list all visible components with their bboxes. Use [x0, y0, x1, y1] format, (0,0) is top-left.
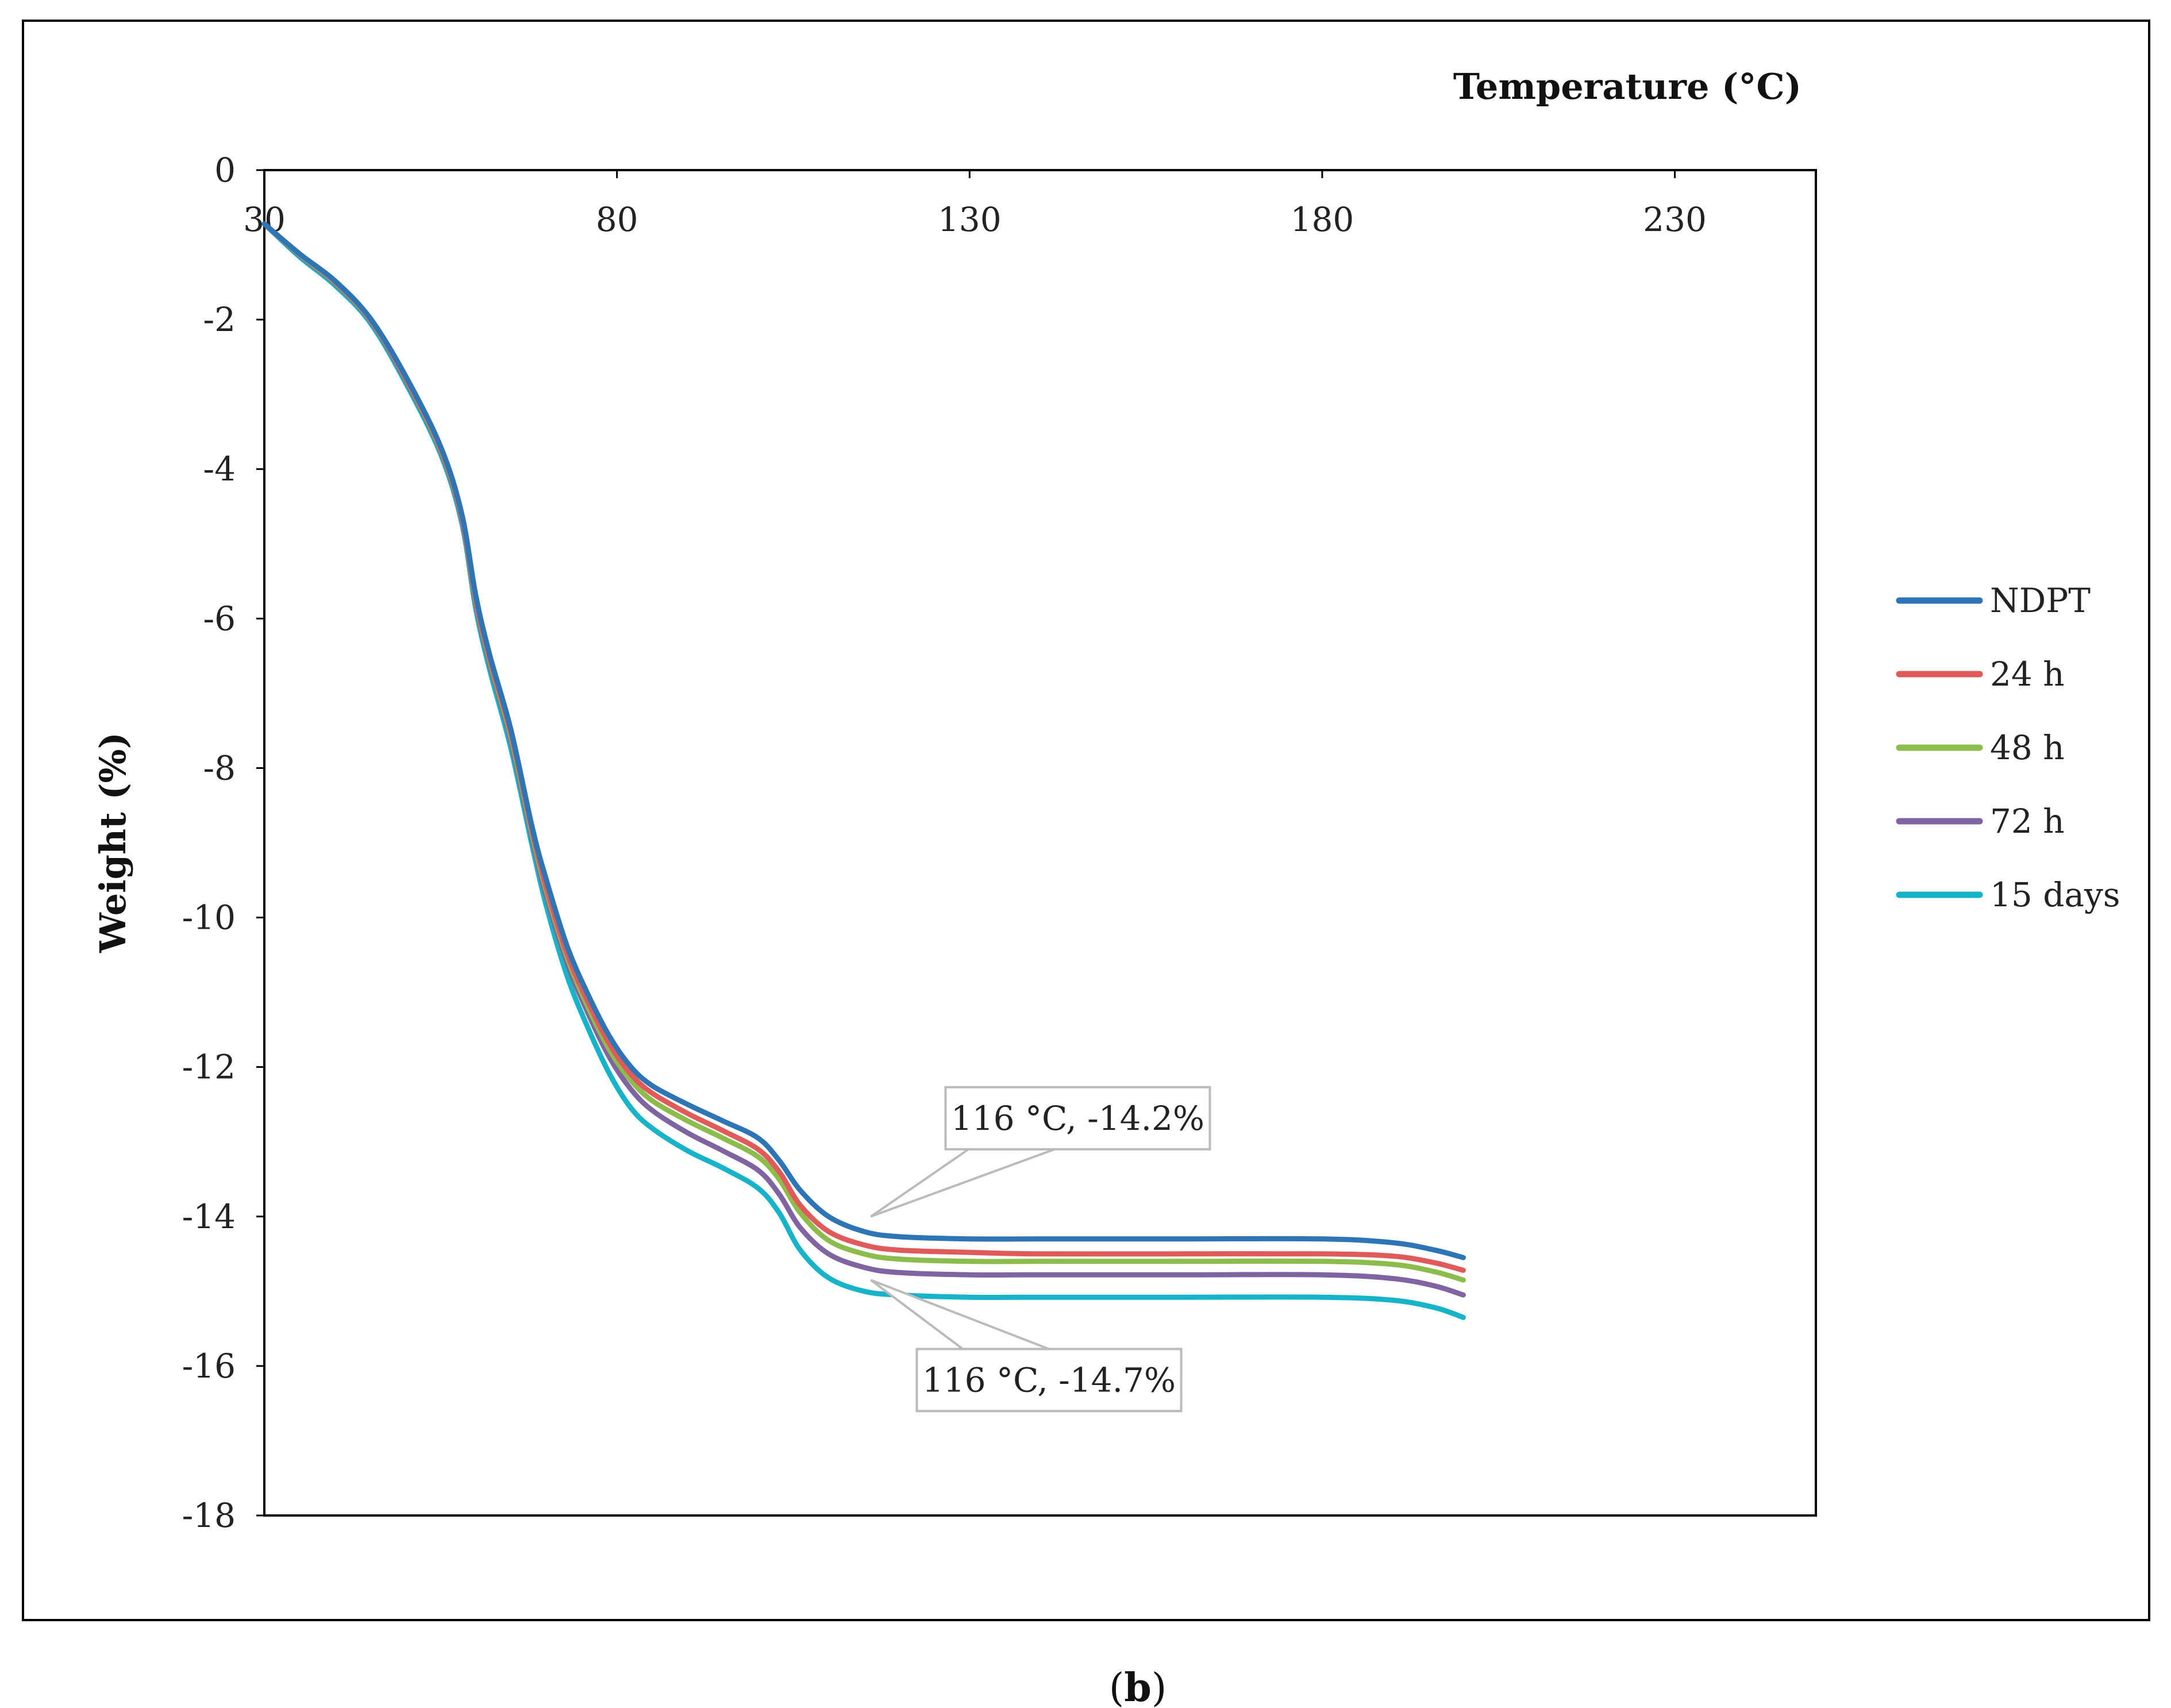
annotation-box: [944, 1086, 1211, 1151]
y-tick-label: -16: [182, 1347, 236, 1386]
legend-label: 48 h: [1990, 728, 2065, 767]
x-tick-label: 180: [1291, 200, 1354, 239]
y-axis-ticks: 0 -2 -4 -6 -8 -10 -12 -14 -16 -18: [182, 151, 264, 1535]
legend: NDPT 24 h 48 h 72 h 15 days: [1896, 581, 2120, 914]
y-tick-label: -4: [203, 449, 236, 488]
legend-label: 24 h: [1990, 655, 2065, 694]
annotation-layer: 116 °C, -14.2% 116 °C, -14.7%: [870, 1086, 1211, 1413]
legend-label: 15 days: [1990, 875, 2120, 914]
x-tick-label: 80: [596, 200, 638, 239]
series-layer: [261, 221, 1466, 1320]
y-tick-label: -12: [182, 1048, 236, 1087]
x-tick-label: 30: [243, 200, 286, 239]
x-tick-label: 130: [938, 200, 1002, 239]
series-line-ndpt: [261, 221, 1466, 1260]
x-tick-label: 230: [1643, 200, 1707, 239]
y-tick-label: -10: [182, 898, 236, 937]
x-axis-ticks: 30 80 130 180 230: [243, 170, 1707, 239]
plot-area: [263, 169, 1817, 1517]
y-axis-title: Weight (%): [92, 732, 134, 953]
legend-label: 72 h: [1990, 802, 2065, 841]
annotation-box: [915, 1348, 1183, 1413]
figure-caption: (b): [1109, 1665, 1167, 1708]
y-tick-label: -6: [203, 599, 236, 638]
x-axis-title: Temperature (°C): [1453, 66, 1802, 107]
legend-label: NDPT: [1990, 581, 2091, 620]
annotation-label: 116 °C, -14.2%: [951, 1099, 1204, 1138]
y-tick-label: -2: [203, 300, 236, 339]
annotation-label: 116 °C, -14.7%: [922, 1360, 1176, 1399]
y-tick-label: -18: [182, 1496, 236, 1535]
y-tick-label: -14: [182, 1197, 236, 1236]
y-tick-label: -8: [203, 748, 236, 787]
y-tick-label: 0: [214, 151, 236, 190]
